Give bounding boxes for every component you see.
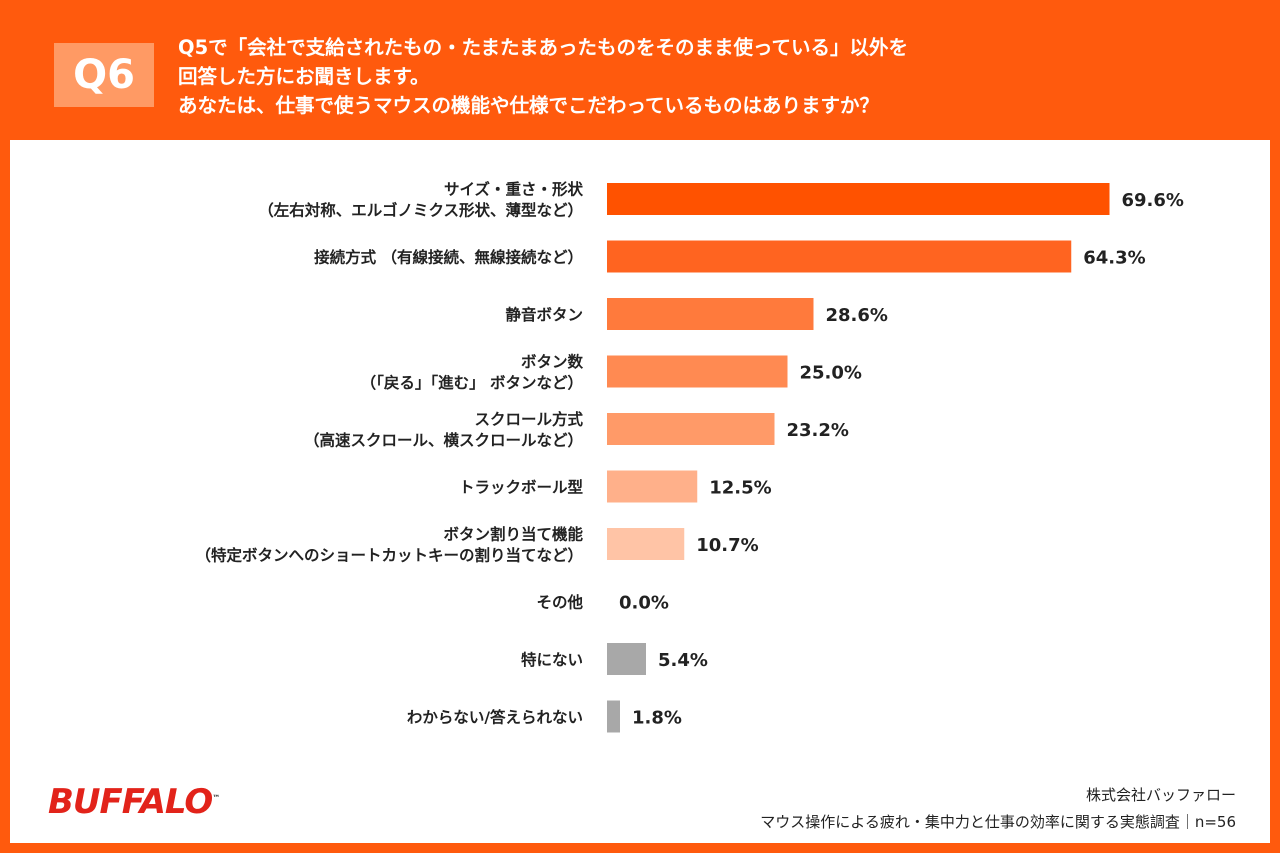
value-label: 1.8% xyxy=(632,708,682,729)
bar xyxy=(607,298,814,330)
question-line-1: Q5で「会社で支給されたもの・たまたまあったものをそのまま使っている」以外を xyxy=(178,36,909,59)
value-label: 0.0% xyxy=(619,593,669,614)
bar xyxy=(607,240,1072,273)
value-label: 23.2% xyxy=(787,420,849,441)
question-line-3: あなたは、仕事で使うマウスの機能や仕様でこだわっているものはありますか？ xyxy=(178,94,880,117)
footer-company: 株式会社バッファロー xyxy=(1085,786,1236,804)
category-label: （左右対称、エルゴノミクス形状、薄型など） xyxy=(258,201,583,220)
category-label: スクロール方式 xyxy=(474,410,583,429)
category-label: 特にない xyxy=(521,650,583,669)
category-label: （「戻る」「進む」 ボタンなど） xyxy=(361,373,583,392)
value-label: 25.0% xyxy=(800,363,862,384)
category-label: その他 xyxy=(536,593,583,612)
bar xyxy=(607,183,1110,215)
value-label: 5.4% xyxy=(658,650,708,671)
value-label: 28.6% xyxy=(825,305,887,326)
bar xyxy=(607,700,620,733)
category-label: ボタン割り当て機能 xyxy=(443,525,583,544)
category-label: 静音ボタン xyxy=(505,305,583,324)
bar-chart: サイズ・重さ・形状 （左右対称、エルゴノミクス形状、薄型など） 69.6% 接続方式 … xyxy=(195,180,1184,733)
question-text: Q5で「会社で支給されたもの・たまたまあったものをそのまま使っている」以外を 回… xyxy=(178,33,908,120)
footer-survey: マウス操作による疲れ・集中力と仕事の効率に関する実態調査｜n=56 xyxy=(760,813,1236,831)
buffalo-logo: BUFFALO™ xyxy=(48,782,220,822)
value-label: 69.6% xyxy=(1122,190,1184,211)
bar xyxy=(607,355,788,388)
category-label: サイズ・重さ・形状 xyxy=(444,180,584,199)
question-line-2: 回答した方にお聞きします。 xyxy=(178,65,430,88)
category-label: わからない/答えられない xyxy=(407,708,583,727)
category-label: （高速スクロール、横スクロールなど） xyxy=(304,431,583,450)
value-label: 12.5% xyxy=(709,478,771,499)
value-label: 10.7% xyxy=(696,535,758,556)
footer: 株式会社バッファロー マウス操作による疲れ・集中力と仕事の効率に関する実態調査｜… xyxy=(760,782,1236,836)
question-badge: Q6 xyxy=(54,43,154,107)
value-label: 64.3% xyxy=(1083,248,1145,269)
category-label: 接続方式 （有線接続、無線接続など） xyxy=(314,248,583,267)
bar xyxy=(607,413,775,445)
header: Q6 Q5で「会社で支給されたもの・たまたまあったものをそのまま使っている」以外… xyxy=(0,0,1280,140)
chart-panel: サイズ・重さ・形状 （左右対称、エルゴノミクス形状、薄型など） 69.6% 接続方式 … xyxy=(10,140,1270,843)
category-label: ボタン数 xyxy=(521,352,584,371)
category-label: （特定ボタンへのショートカットキーの割り当てなど） xyxy=(195,546,583,565)
bar xyxy=(607,470,698,503)
bar xyxy=(607,528,685,560)
category-label: トラックボール型 xyxy=(459,479,584,497)
bar xyxy=(607,643,646,675)
